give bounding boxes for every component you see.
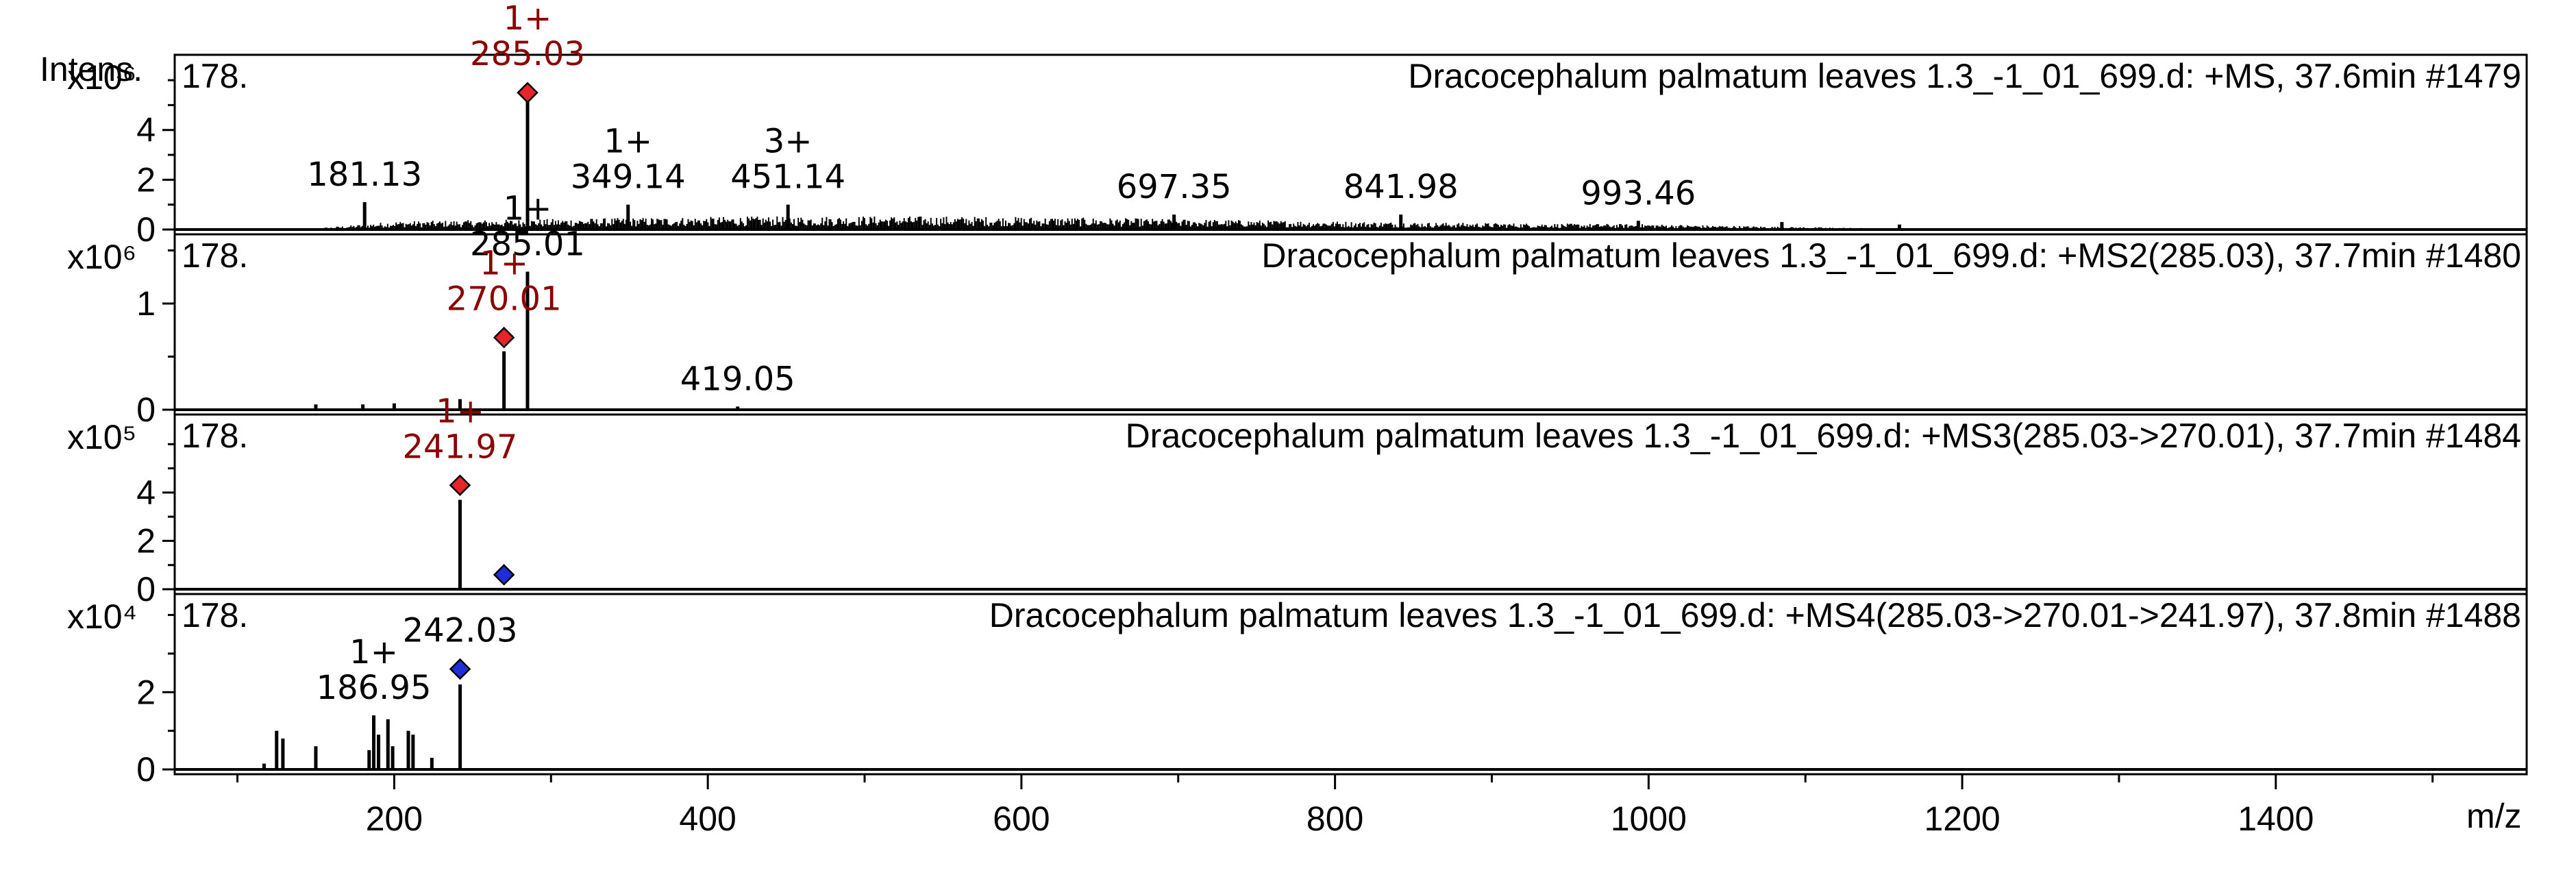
- noise-spectrum: [318, 408, 501, 410]
- panel-frame: [173, 593, 2528, 776]
- peak-label: 181.13: [307, 156, 422, 194]
- x-axis-label: m/z: [2466, 797, 2522, 835]
- scale-label: x10⁶: [67, 238, 136, 276]
- y-tick-label: 4: [136, 111, 156, 149]
- peak-label: 241.97: [402, 428, 517, 466]
- peak-label: 993.46: [1581, 174, 1696, 212]
- scale-label: x10⁵: [67, 418, 136, 456]
- y-tick-label: 4: [136, 473, 156, 512]
- red-diamond-marker: [449, 474, 471, 497]
- corner-label: 178.: [182, 57, 248, 95]
- peak-label: 186.95: [317, 669, 432, 707]
- charge-label: 1+: [480, 245, 528, 283]
- y-tick-label: 2: [136, 160, 156, 199]
- x-tick-label: 200: [366, 800, 423, 838]
- spectrum-title: Dracocephalum palmatum leaves 1.3_-1_01_…: [989, 596, 2521, 634]
- scale-label: x10⁶: [67, 58, 136, 97]
- peak-label: 419.05: [680, 360, 795, 398]
- spectrum-title: Dracocephalum palmatum leaves 1.3_-1_01_…: [1126, 417, 2521, 455]
- x-tick-label: 400: [679, 800, 736, 838]
- charge-label: 1+: [349, 633, 398, 671]
- corner-label: 178.: [182, 236, 248, 275]
- y-tick-label: 0: [136, 750, 156, 789]
- peak-label: 697.35: [1117, 168, 1232, 206]
- y-tick-label: 2: [136, 521, 156, 560]
- x-tick-label: 1200: [1924, 800, 2000, 838]
- charge-label: 1+: [504, 0, 552, 38]
- spectrum-title: Dracocephalum palmatum leaves 1.3_-1_01_…: [1408, 57, 2521, 95]
- scale-label: x10⁴: [67, 597, 137, 636]
- blue-diamond-marker: [493, 564, 515, 586]
- peak-label: 242.03: [403, 611, 518, 650]
- peak-label: 451.14: [730, 158, 845, 197]
- y-tick-label: 0: [136, 210, 156, 249]
- red-diamond-marker: [517, 82, 538, 103]
- charge-label: 1+: [504, 190, 552, 228]
- charge-label: 1+: [436, 392, 484, 430]
- y-tick-label: 2: [136, 673, 156, 711]
- peak-label: 349.14: [571, 158, 686, 197]
- noise-spectrum: [301, 216, 1959, 230]
- x-tick-label: 600: [993, 800, 1050, 838]
- peak-label: 285.03: [470, 35, 585, 73]
- y-tick-label: 0: [136, 391, 156, 429]
- x-tick-label: 1000: [1611, 800, 1687, 838]
- charge-label: 3+: [764, 123, 813, 161]
- spectrum-panel: 0 2 x10⁴ Dracocephalum palmatum leaves 1.3_…: [67, 593, 2528, 789]
- red-diamond-marker: [493, 326, 515, 349]
- corner-label: 178.: [182, 417, 248, 455]
- corner-label: 178.: [182, 596, 248, 634]
- y-tick-label: 0: [136, 570, 156, 608]
- peak-label: 270.01: [447, 280, 562, 319]
- charge-label: 1+: [604, 123, 652, 161]
- x-tick-label: 1400: [2238, 800, 2314, 838]
- peak-label: 841.98: [1343, 168, 1459, 206]
- x-axis: 200 400 600 800 1000 1200 1400: [236, 774, 2434, 838]
- y-axis-label: Intens.: [40, 50, 143, 88]
- y-tick-label: 1: [136, 284, 156, 323]
- x-tick-label: 800: [1306, 800, 1363, 838]
- peak-label: 285.01: [470, 225, 585, 264]
- spectrum-title: Dracocephalum palmatum leaves 1.3_-1_01_…: [1261, 236, 2521, 275]
- blue-diamond-marker: [449, 658, 471, 680]
